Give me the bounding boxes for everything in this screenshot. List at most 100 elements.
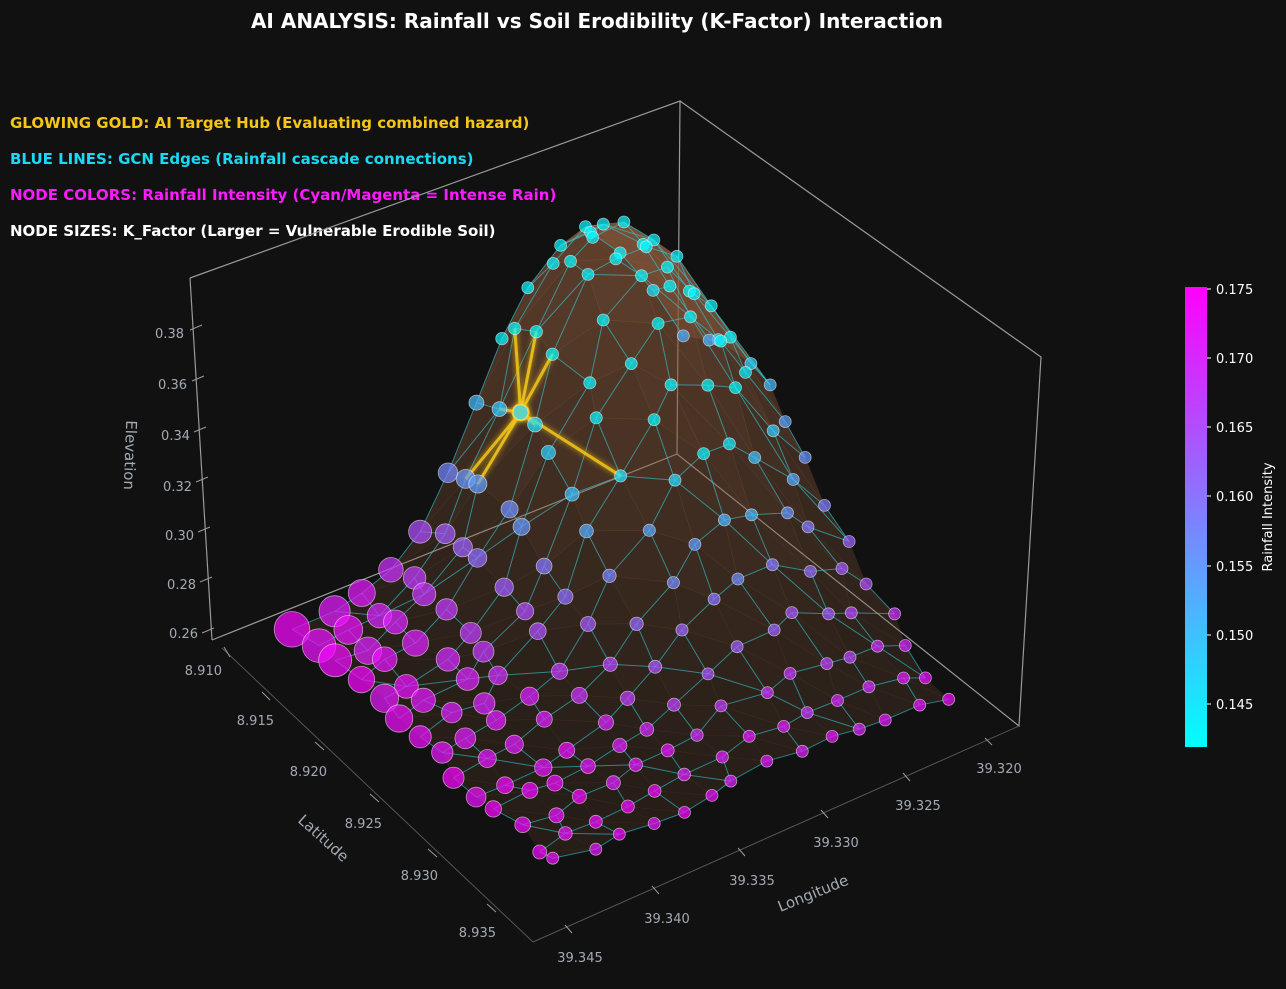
rainfall-node-78: [766, 558, 779, 572]
rainfall-node-171: [580, 758, 596, 774]
rainfall-node-167: [715, 750, 729, 764]
rainfall-node-119: [435, 647, 460, 672]
rainfall-node-169: [760, 754, 774, 768]
rainfall-node-102: [629, 616, 644, 631]
colorbar-tick-1: 0.150: [1216, 629, 1253, 644]
rainfall-node-192: [612, 827, 626, 841]
rainfall-node-116: [472, 640, 495, 663]
rainfall-node-48: [778, 415, 792, 429]
gcn-edge-105: [547, 452, 573, 495]
rainfall-node-55: [748, 451, 762, 464]
gcn-edge-88: [676, 255, 712, 307]
rainfall-node-163: [558, 741, 576, 759]
rainfall-node-159: [408, 725, 432, 749]
rainfall-node-1: [596, 217, 610, 231]
rainfall-node-104: [273, 611, 311, 648]
longitude-tick-4: 39.340: [644, 912, 690, 927]
colorbar-tick-6: 0.175: [1216, 283, 1253, 298]
rainfall-node-177: [546, 774, 564, 792]
gcn-edge-219: [654, 629, 683, 668]
elev-ticks-1: [199, 576, 213, 583]
rainfall-node-101: [383, 609, 408, 635]
gcn-edge-159: [735, 387, 794, 480]
rainfall-node-99: [822, 607, 835, 621]
gcn-edge-66: [653, 239, 712, 307]
longitude-tick-2: 39.330: [813, 836, 859, 851]
gcn-edge-135: [720, 340, 746, 373]
gcn-edge-161: [772, 430, 794, 480]
rainfall-node-146: [800, 706, 814, 719]
lat-ticks-4: [427, 848, 438, 858]
rainfall-node-158: [825, 730, 839, 743]
gcn-edge-174: [648, 480, 676, 531]
rainfall-node-138: [369, 683, 399, 713]
rainfall-node-61: [468, 474, 488, 494]
rainfall-node-183: [465, 786, 487, 808]
rainfall-node-140: [410, 687, 436, 713]
terrain-surface: [291, 221, 950, 859]
rainfall-node-91: [557, 588, 574, 605]
rainfall-node-34: [545, 347, 560, 361]
rainfall-node-46: [589, 411, 603, 425]
gcn-edge-35: [514, 263, 554, 329]
rainfall-node-81: [378, 557, 404, 583]
gcn-edge-128: [595, 363, 632, 419]
elev-ticks-6: [189, 324, 203, 331]
rainfall-node-144: [913, 698, 927, 712]
gcn-edge-268: [720, 705, 750, 737]
rainfall-node-73: [434, 523, 456, 544]
rainfall-node-191: [558, 826, 573, 841]
longitude-axis-label: Longitude: [775, 871, 851, 916]
rainfall-node-76: [452, 537, 473, 558]
rainfall-node-137: [619, 690, 636, 706]
rainfall-node-12: [564, 254, 577, 268]
gcn-edge-152: [620, 475, 676, 481]
rainfall-node-68: [512, 517, 531, 536]
gcn-edge-40: [603, 223, 644, 245]
rainfall-node-136: [520, 686, 540, 706]
rainfall-node-27: [529, 325, 543, 339]
colorbar-tick-4: 0.165: [1216, 421, 1253, 436]
gcn-edge-263: [635, 764, 685, 775]
gcn-edge-308: [730, 760, 768, 782]
rainfall-node-70: [642, 523, 656, 537]
rainfall-node-133: [862, 680, 876, 694]
rainfall-node-132: [394, 674, 419, 699]
rainfall-node-43: [468, 394, 485, 411]
rainfall-node-16: [635, 269, 648, 283]
rainfall-node-52: [540, 444, 556, 460]
elev-ticks-0: [201, 627, 215, 634]
rainfall-node-176: [606, 775, 621, 791]
gcn-edge-222: [681, 629, 709, 675]
rainfall-node-141: [831, 694, 844, 707]
longitude-tick-marks: [564, 737, 993, 934]
hub-edge-4: [464, 411, 522, 480]
rainfall-node-36: [624, 357, 638, 371]
gcn-edge-189: [487, 757, 544, 769]
rainfall-node-40: [763, 378, 777, 392]
lat-ticks-5: [486, 903, 497, 913]
gcn-edge-104: [547, 382, 591, 453]
gcn-edge-151: [620, 419, 655, 477]
hub-edge-3: [519, 331, 538, 413]
gcn-edge-252: [828, 613, 878, 647]
gcn-edge-112: [666, 266, 691, 317]
rainfall-node-98: [888, 607, 901, 621]
rainfall-node-26: [508, 321, 522, 336]
latitude-tick-3: 8.925: [345, 817, 382, 832]
rainfall-node-37: [739, 365, 752, 379]
rainfall-node-69: [801, 520, 815, 534]
rainfall-node-60: [668, 473, 682, 487]
rainfall-node-49: [527, 416, 543, 433]
rainfall-node-151: [485, 710, 507, 731]
colorbar-tick-5: 0.170: [1216, 352, 1253, 367]
rainfall-node-83: [602, 568, 617, 583]
rainfall-node-131: [347, 665, 375, 694]
rainfall-node-194: [532, 844, 548, 860]
elev-ticks-5: [191, 375, 205, 382]
latitude-tick-marks: [223, 646, 497, 913]
rainfall-node-108: [528, 622, 547, 640]
rainfall-node-181: [705, 789, 719, 802]
rainfall-node-110: [401, 629, 429, 657]
gcn-edge-198: [636, 623, 656, 667]
